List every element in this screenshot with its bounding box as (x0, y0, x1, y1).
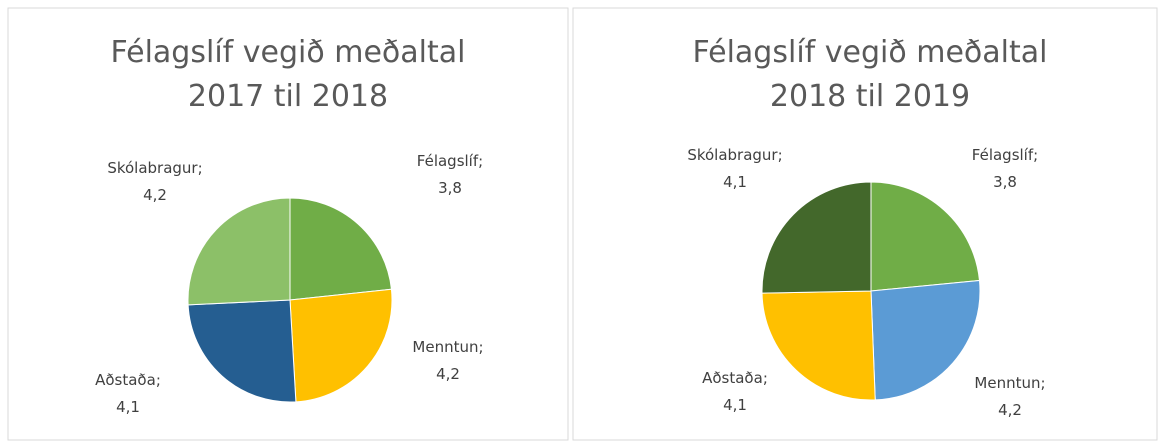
pie-slice (187, 197, 291, 306)
pie-slice (870, 181, 981, 292)
pie-slice (289, 197, 392, 301)
data-label: Skólabragur; 4,2 (107, 159, 202, 204)
label-category: Skólabragur (687, 146, 778, 164)
label-separator: ; (156, 371, 161, 389)
pie-slice (761, 181, 872, 294)
label-separator: ; (479, 338, 484, 356)
chart-title: Félagslíf vegið meðaltal (111, 35, 466, 70)
label-category: Aðstaða (702, 369, 763, 387)
label-category: Félagslíf (417, 152, 479, 170)
pie-slice (870, 279, 981, 401)
label-value: 3,8 (993, 173, 1017, 191)
label-category: Menntun (974, 374, 1040, 392)
pie-slice (761, 290, 876, 401)
label-value: 4,2 (998, 401, 1022, 419)
data-label: Menntun; 4,2 (412, 338, 483, 383)
label-value: 4,2 (143, 186, 167, 204)
label-category: Aðstaða (95, 371, 156, 389)
label-separator: ; (198, 159, 203, 177)
chart-title: 2017 til 2018 (188, 79, 388, 114)
label-value: 4,1 (723, 396, 747, 414)
label-separator: ; (778, 146, 783, 164)
label-separator: ; (1041, 374, 1046, 392)
data-label: Skólabragur; 4,1 (687, 146, 782, 191)
label-separator: ; (763, 369, 768, 387)
chart-title: 2018 til 2019 (770, 79, 970, 114)
data-label: Aðstaða; 4,1 (95, 371, 161, 416)
data-label: Félagslíf; 3,8 (972, 146, 1038, 191)
label-separator: ; (478, 152, 483, 170)
label-category: Skólabragur (107, 159, 198, 177)
data-label: Félagslíf; 3,8 (417, 152, 483, 197)
label-separator: ; (1033, 146, 1038, 164)
label-value: 4,1 (116, 398, 140, 416)
label-value: 4,1 (723, 173, 747, 191)
label-category: Menntun (412, 338, 478, 356)
label-category: Félagslíf (972, 146, 1034, 164)
label-value: 4,2 (436, 365, 460, 383)
pie-slice (289, 288, 393, 403)
chart-title: Félagslíf vegið meðaltal (693, 35, 1048, 70)
data-label: Menntun; 4,2 (974, 374, 1045, 419)
data-label: Aðstaða; 4,1 (702, 369, 768, 414)
label-value: 3,8 (438, 179, 462, 197)
pie-slice (187, 299, 297, 403)
